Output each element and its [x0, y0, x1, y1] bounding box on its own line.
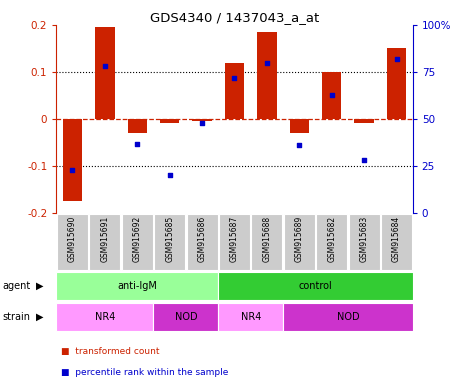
- Point: [134, 141, 141, 147]
- Bar: [153, 303, 218, 331]
- Text: GSM915684: GSM915684: [392, 215, 401, 262]
- Bar: [316, 214, 347, 270]
- Bar: [348, 214, 380, 270]
- Text: GSM915692: GSM915692: [133, 215, 142, 262]
- Point: [166, 172, 174, 179]
- Bar: [95, 27, 114, 119]
- Bar: [154, 214, 185, 270]
- Bar: [284, 214, 315, 270]
- Text: GSM915690: GSM915690: [68, 215, 77, 262]
- Text: ■  transformed count: ■ transformed count: [61, 347, 159, 356]
- Title: GDS4340 / 1437043_a_at: GDS4340 / 1437043_a_at: [150, 11, 319, 24]
- Bar: [160, 119, 180, 123]
- Bar: [57, 214, 88, 270]
- Text: GSM915685: GSM915685: [165, 215, 174, 262]
- Bar: [355, 119, 374, 123]
- Text: GSM915686: GSM915686: [197, 215, 207, 262]
- Bar: [122, 214, 153, 270]
- Text: GSM915687: GSM915687: [230, 215, 239, 262]
- Bar: [56, 272, 218, 300]
- Bar: [89, 214, 121, 270]
- Point: [231, 74, 238, 81]
- Bar: [322, 72, 341, 119]
- Bar: [251, 214, 282, 270]
- Text: ■  percentile rank within the sample: ■ percentile rank within the sample: [61, 368, 228, 377]
- Point: [295, 142, 303, 149]
- Text: strain: strain: [2, 312, 30, 322]
- Text: GSM915682: GSM915682: [327, 215, 336, 262]
- Point: [198, 120, 206, 126]
- Text: control: control: [299, 281, 333, 291]
- Text: anti-IgM: anti-IgM: [117, 281, 157, 291]
- Point: [328, 91, 335, 98]
- Bar: [218, 272, 413, 300]
- Bar: [381, 214, 412, 270]
- Bar: [187, 214, 218, 270]
- Text: GSM915683: GSM915683: [360, 215, 369, 262]
- Point: [69, 167, 76, 173]
- Text: NR4: NR4: [95, 312, 115, 322]
- Bar: [387, 48, 406, 119]
- Point: [393, 56, 400, 62]
- Bar: [289, 119, 309, 133]
- Point: [360, 157, 368, 164]
- Bar: [225, 63, 244, 119]
- Text: agent: agent: [2, 281, 30, 291]
- Point: [263, 60, 271, 66]
- Bar: [257, 32, 277, 119]
- Text: NOD: NOD: [174, 312, 197, 322]
- Point: [101, 63, 109, 70]
- Bar: [128, 119, 147, 133]
- Text: NR4: NR4: [241, 312, 261, 322]
- Text: ▶: ▶: [36, 281, 44, 291]
- Bar: [283, 303, 413, 331]
- Bar: [218, 303, 283, 331]
- Bar: [219, 214, 250, 270]
- Bar: [192, 119, 212, 121]
- Text: GSM915689: GSM915689: [295, 215, 304, 262]
- Text: NOD: NOD: [337, 312, 359, 322]
- Bar: [56, 303, 153, 331]
- Text: GSM915688: GSM915688: [262, 215, 272, 262]
- Bar: [63, 119, 82, 201]
- Text: GSM915691: GSM915691: [100, 215, 109, 262]
- Text: ▶: ▶: [36, 312, 44, 322]
